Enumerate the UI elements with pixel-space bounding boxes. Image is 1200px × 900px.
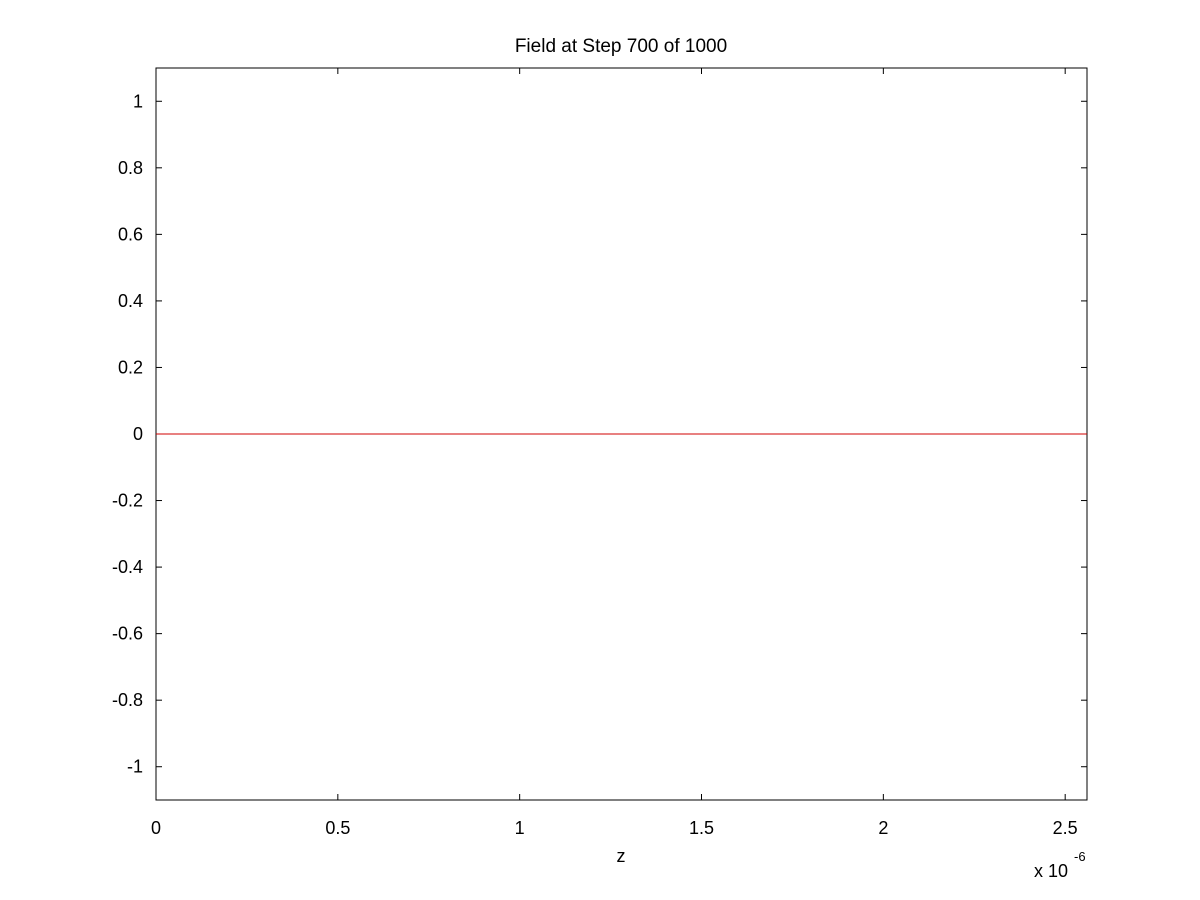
y-tick-label: 1: [133, 91, 143, 111]
y-tick-label: 0: [133, 424, 143, 444]
y-tick-label: 0.8: [118, 158, 143, 178]
x-tick-label: 2: [878, 818, 888, 838]
x-axis-multiplier-base: x 10: [1034, 861, 1068, 881]
x-tick-label: 0: [151, 818, 161, 838]
x-tick-label: 2.5: [1053, 818, 1078, 838]
x-axis-ticks: 0 0.5 1 1.5 2 2.5: [151, 68, 1078, 838]
y-tick-label: 0.4: [118, 291, 143, 311]
x-tick-label: 1.5: [689, 818, 714, 838]
y-tick-label: -1: [127, 757, 143, 777]
y-tick-label: -0.4: [112, 557, 143, 577]
x-axis-multiplier-exponent: -6: [1074, 849, 1086, 864]
y-tick-label: 0.6: [118, 224, 143, 244]
chart-title: Field at Step 700 of 1000: [515, 36, 727, 57]
x-tick-label: 0.5: [325, 818, 350, 838]
y-tick-label: 0.2: [118, 357, 143, 377]
y-tick-label: -0.2: [112, 491, 143, 511]
y-tick-label: -0.6: [112, 624, 143, 644]
y-tick-label: -0.8: [112, 690, 143, 710]
x-axis-label: z: [617, 846, 626, 866]
y-axis-ticks: 1 0.8 0.6 0.4 0.2 0 -0.2 -0.4 -0.6 -0.8 -1: [112, 91, 1087, 777]
x-tick-label: 1: [515, 818, 525, 838]
